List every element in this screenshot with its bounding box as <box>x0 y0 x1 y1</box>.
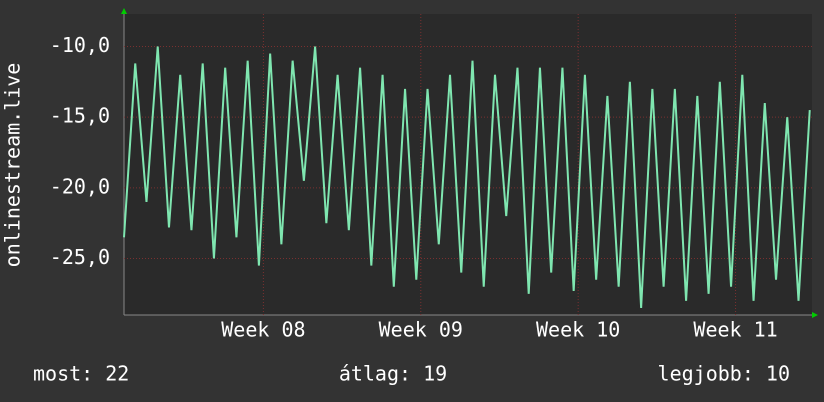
y-tick-label: -10,0 <box>50 33 110 57</box>
x-tick-label: Week 09 <box>379 318 463 342</box>
y-arrow <box>121 8 127 14</box>
plot-area <box>124 14 812 315</box>
y-tick-label: -15,0 <box>50 104 110 128</box>
x-tick-label: Week 10 <box>536 318 620 342</box>
series-line <box>123 46 811 308</box>
x-tick-label: Week 08 <box>221 318 305 342</box>
footer-last: most: 22 <box>33 362 129 386</box>
footer-best: legjobb: 10 <box>658 362 790 386</box>
y-axis-label: onlinestream.live <box>1 63 25 268</box>
x-arrow <box>812 312 818 318</box>
footer-average: átlag: 19 <box>339 362 447 386</box>
y-tick-label: -25,0 <box>50 245 110 269</box>
x-tick-label: Week 11 <box>693 318 777 342</box>
y-tick-label: -20,0 <box>50 174 110 198</box>
